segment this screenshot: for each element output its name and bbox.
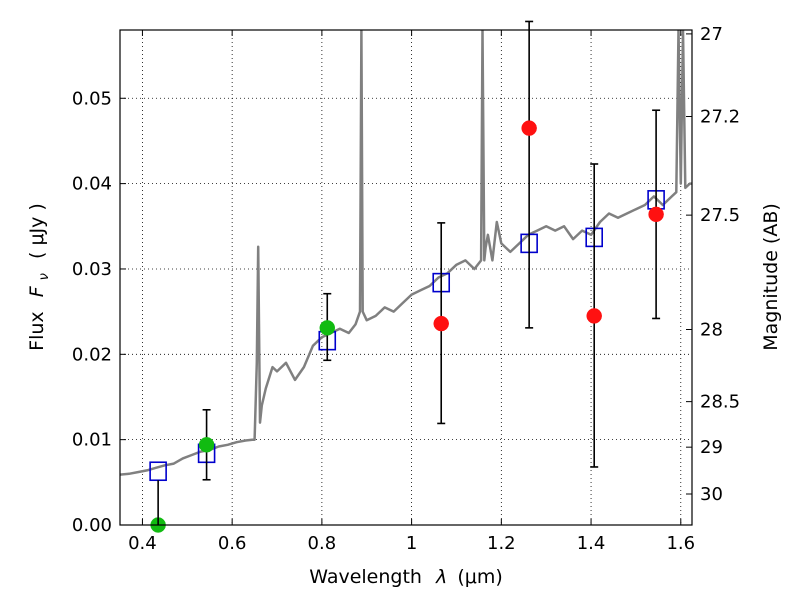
upper-limit-point bbox=[586, 308, 602, 324]
mag-tick-label: 27.2 bbox=[700, 107, 740, 128]
mag-tick-label: 29 bbox=[700, 437, 723, 458]
x-tick-label: 0.6 bbox=[218, 533, 247, 554]
mag-tick-label: 28 bbox=[700, 319, 723, 340]
mag-tick-label: 27.5 bbox=[700, 205, 740, 226]
upper-limit-point bbox=[648, 206, 664, 223]
upper-limit-point bbox=[433, 315, 449, 332]
y-tick-label: 0.04 bbox=[72, 174, 112, 195]
y-tick-label: 0.05 bbox=[72, 88, 112, 109]
x-tick-label: 1 bbox=[406, 533, 417, 554]
y-axis-label-prefix: Flux bbox=[26, 311, 48, 351]
x-tick-label: 1.4 bbox=[577, 533, 606, 554]
y-tick-label: 0.03 bbox=[72, 259, 112, 280]
y-axis-label-unit: ( μJy ) bbox=[26, 203, 48, 259]
y2-axis-label: Magnitude (AB) bbox=[760, 203, 782, 351]
x-tick-label: 1.2 bbox=[487, 533, 516, 554]
x-axis-label-symbol: λ bbox=[435, 566, 447, 588]
x-axis-label-prefix: Wavelength bbox=[309, 566, 422, 588]
detected-point bbox=[198, 437, 215, 453]
x-tick-label: 1.6 bbox=[666, 533, 695, 554]
detected-point bbox=[319, 320, 336, 336]
x-tick-label: 0.8 bbox=[308, 533, 337, 554]
y-tick-label: 0.02 bbox=[72, 344, 112, 365]
x-tick-label: 0.4 bbox=[128, 533, 157, 554]
y-tick-label: 0.01 bbox=[72, 430, 112, 451]
grid bbox=[120, 30, 692, 525]
x-axis-label-unit: (μm) bbox=[457, 566, 502, 588]
y-axis-label-sub: ν bbox=[37, 273, 52, 280]
mag-tick-label: 28.5 bbox=[700, 392, 740, 413]
axis-ticks: 0.4 0.6 0.8 1 1.2 1.4 1.6 0.00 0.01 0.02 0.03 0.04 0… bbox=[72, 24, 740, 554]
plot-frame bbox=[119, 29, 693, 526]
upper-limit-point bbox=[521, 120, 537, 136]
y-axis-label: Flux F ν ( μJy ) bbox=[26, 203, 53, 351]
y-axis-label-symbol: F bbox=[26, 285, 48, 297]
mag-tick-label: 27 bbox=[700, 24, 723, 45]
spectrum-line bbox=[120, 30, 692, 476]
x-axis-label: Wavelength λ (μm) bbox=[309, 566, 502, 588]
mag-tick-label: 30 bbox=[700, 484, 723, 505]
y-tick-label: 0.00 bbox=[72, 515, 112, 536]
plot-area bbox=[120, 30, 692, 476]
